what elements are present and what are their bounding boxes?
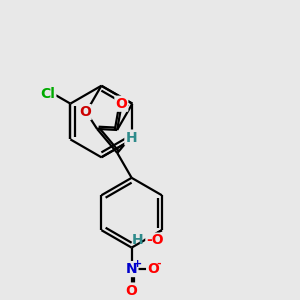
Text: H: H	[131, 233, 143, 247]
Text: +: +	[133, 259, 142, 269]
Text: H: H	[125, 130, 137, 145]
Text: O: O	[126, 284, 138, 298]
Text: O: O	[147, 262, 159, 276]
Text: N: N	[126, 262, 137, 276]
Text: O: O	[79, 105, 91, 119]
Text: -: -	[157, 259, 161, 269]
Text: Cl: Cl	[40, 87, 55, 100]
Text: -O: -O	[146, 233, 164, 247]
Text: O: O	[116, 97, 127, 111]
